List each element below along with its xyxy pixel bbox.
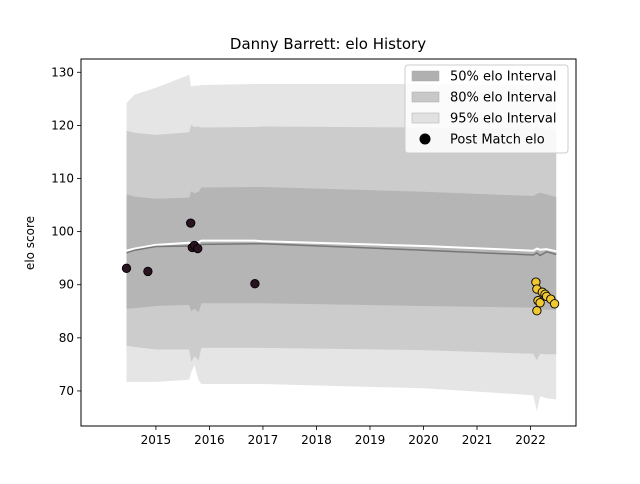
y-tick-label: 130 bbox=[51, 65, 74, 79]
y-tick-label: 110 bbox=[51, 172, 74, 186]
legend-swatch bbox=[411, 112, 440, 124]
x-tick-label: 2017 bbox=[248, 433, 279, 447]
legend-swatch bbox=[411, 91, 440, 103]
legend-label: 95% elo Interval bbox=[450, 112, 557, 127]
x-tick-label: 2022 bbox=[515, 433, 546, 447]
y-tick-label: 100 bbox=[51, 225, 74, 239]
y-tick-label: 80 bbox=[59, 331, 74, 345]
x-tick-label: 2016 bbox=[194, 433, 225, 447]
post-match-elo-point bbox=[186, 218, 196, 228]
legend-marker bbox=[419, 133, 431, 145]
legend-box bbox=[404, 64, 569, 154]
legend-label: 80% elo Interval bbox=[450, 91, 557, 106]
post-match-elo-point bbox=[193, 243, 203, 254]
y-tick-label: 70 bbox=[59, 384, 74, 398]
x-tick-label: 2015 bbox=[141, 433, 172, 447]
x-tick-label: 2020 bbox=[408, 433, 439, 447]
legend-label: Post Match elo bbox=[450, 133, 545, 148]
axis-ticks: 2015 2016 2017 2018 2019 2020 2021 2022 70 80 90 10… bbox=[51, 65, 546, 447]
plot-area bbox=[121, 74, 560, 412]
legend-label: 50% elo Interval bbox=[450, 70, 557, 85]
x-tick-label: 2018 bbox=[301, 433, 332, 447]
x-tick-label: 2019 bbox=[355, 433, 386, 447]
band-50-interval bbox=[126, 187, 557, 315]
y-tick-label: 120 bbox=[51, 118, 74, 132]
chart-title: Danny Barrett: elo History bbox=[230, 35, 426, 53]
mean-elo-line bbox=[126, 243, 557, 257]
legend-swatch bbox=[411, 70, 440, 82]
legend: 50% elo Interval 80% elo Interval 95% elo … bbox=[404, 64, 569, 154]
post-match-elo-point bbox=[121, 263, 132, 273]
x-tick-label: 2021 bbox=[462, 433, 493, 447]
axes-frame bbox=[80, 58, 577, 427]
upper-trend-line bbox=[126, 239, 557, 253]
post-match-elo-point bbox=[250, 279, 260, 289]
post-match-elo-point bbox=[549, 299, 560, 309]
post-match-elo-point bbox=[535, 298, 545, 308]
y-axis-label: elo score bbox=[23, 216, 37, 270]
post-match-elo-point bbox=[143, 266, 153, 277]
y-tick-label: 90 bbox=[59, 278, 74, 292]
post-match-elo-point bbox=[532, 306, 542, 316]
